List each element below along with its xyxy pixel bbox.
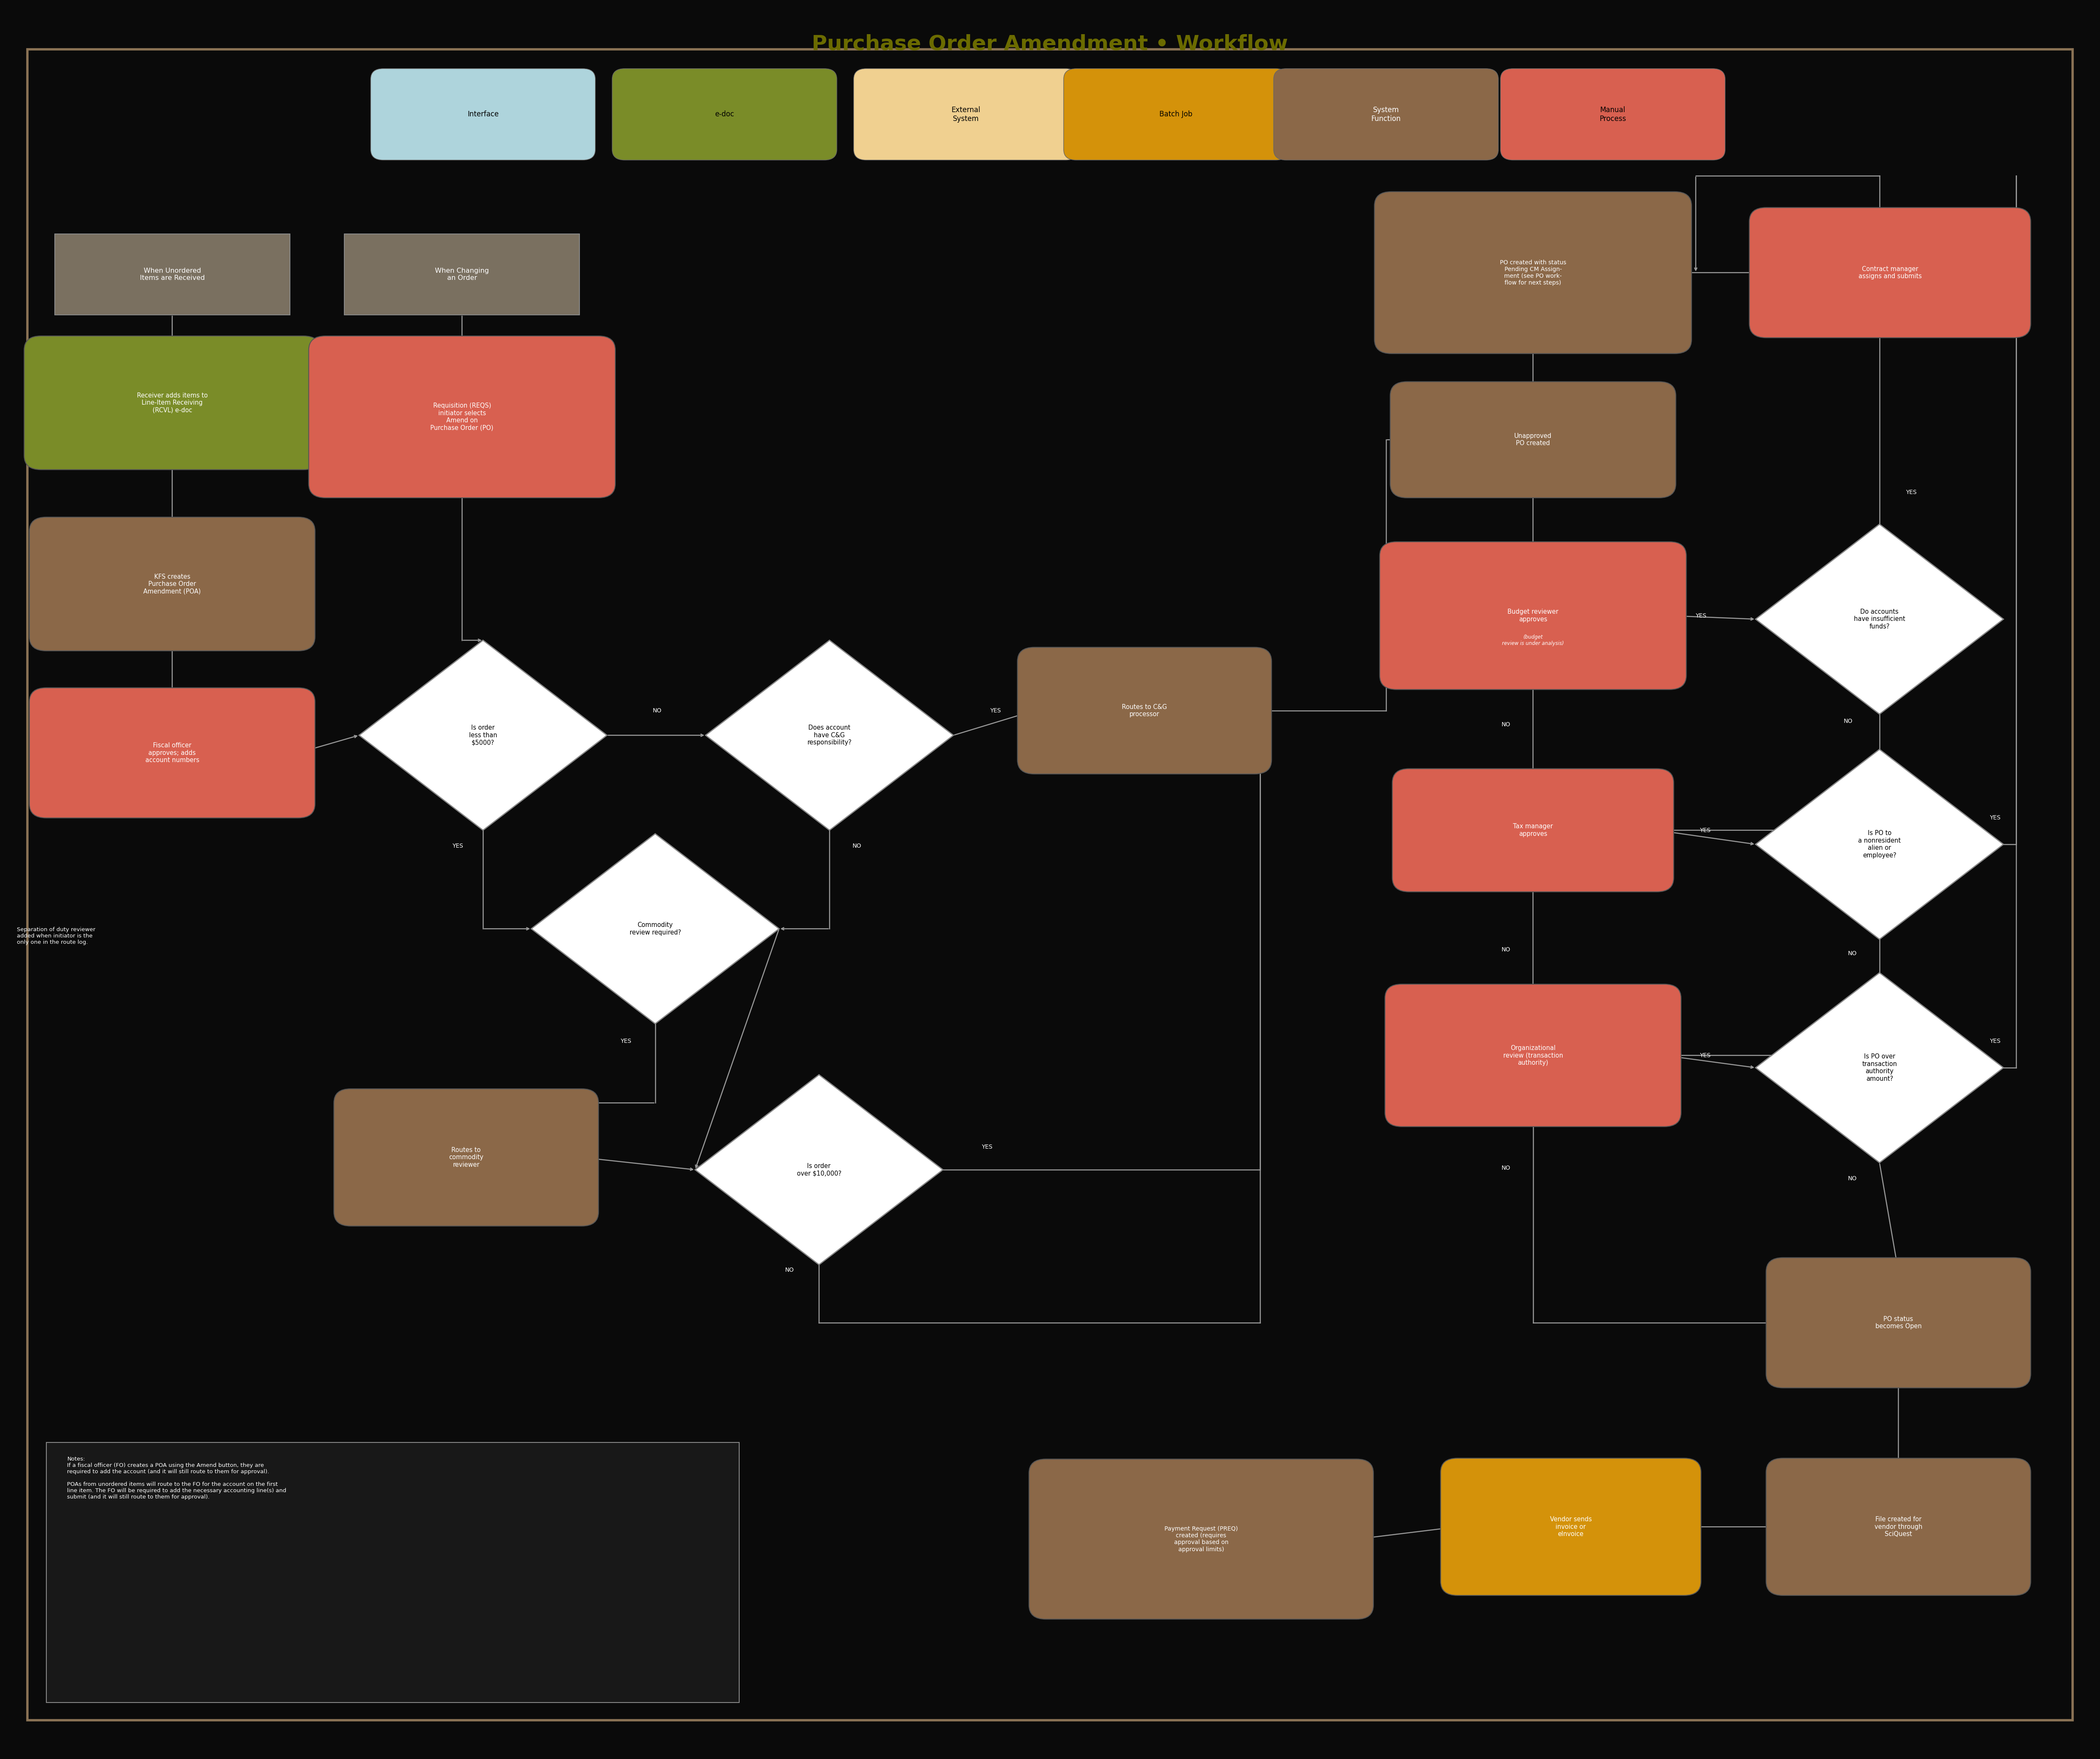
Text: YES: YES — [1905, 489, 1917, 496]
Text: PO created with status
Pending CM Assign-
ment (see PO work-
flow for next steps: PO created with status Pending CM Assign… — [1499, 259, 1567, 287]
Text: Tax manager
approves: Tax manager approves — [1512, 823, 1554, 837]
Text: NO: NO — [1848, 950, 1856, 957]
FancyBboxPatch shape — [1390, 382, 1676, 498]
FancyBboxPatch shape — [309, 336, 615, 498]
Text: NO: NO — [785, 1266, 794, 1274]
Text: Is order
less than
$5000?: Is order less than $5000? — [468, 725, 498, 746]
Text: Purchase Order Amendment • Workflow: Purchase Order Amendment • Workflow — [813, 33, 1287, 55]
Text: Requisition (REQS)
initiator selects
Amend on
Purchase Order (PO): Requisition (REQS) initiator selects Ame… — [430, 403, 493, 431]
FancyBboxPatch shape — [1380, 542, 1686, 690]
FancyBboxPatch shape — [1065, 69, 1289, 160]
Text: NO: NO — [1844, 718, 1852, 725]
Polygon shape — [695, 1075, 943, 1265]
FancyBboxPatch shape — [29, 688, 315, 818]
Text: Manual
Process: Manual Process — [1600, 106, 1625, 123]
Text: Organizational
review (transaction
authority): Organizational review (transaction autho… — [1504, 1045, 1562, 1066]
Text: Does account
have C&G
responsibility?: Does account have C&G responsibility? — [806, 725, 853, 746]
FancyBboxPatch shape — [1499, 69, 1726, 160]
Polygon shape — [531, 834, 779, 1024]
Text: YES: YES — [1699, 827, 1712, 834]
Text: YES: YES — [989, 707, 1002, 714]
Text: Interface: Interface — [468, 111, 498, 118]
Text: Routes to C&G
processor: Routes to C&G processor — [1121, 704, 1168, 718]
FancyBboxPatch shape — [334, 1089, 598, 1226]
FancyBboxPatch shape — [1029, 1460, 1373, 1618]
Text: Commodity
review required?: Commodity review required? — [630, 922, 680, 936]
Text: Notes:
If a fiscal officer (FO) creates a POA using the Amend button, they are
r: Notes: If a fiscal officer (FO) creates … — [67, 1456, 286, 1500]
Bar — [55, 234, 290, 315]
FancyBboxPatch shape — [853, 69, 1079, 160]
FancyBboxPatch shape — [1749, 208, 2031, 338]
Text: NO: NO — [853, 843, 861, 850]
Polygon shape — [1756, 524, 2003, 714]
Text: NO: NO — [1501, 721, 1510, 728]
Text: Separation of duty reviewer
added when initiator is the
only one in the route lo: Separation of duty reviewer added when i… — [17, 927, 94, 945]
FancyBboxPatch shape — [1441, 1458, 1701, 1595]
Polygon shape — [706, 640, 953, 830]
FancyBboxPatch shape — [1766, 1258, 2031, 1388]
Text: Unapproved
PO created: Unapproved PO created — [1514, 433, 1552, 447]
FancyBboxPatch shape — [1392, 769, 1674, 892]
Text: Batch Job: Batch Job — [1159, 111, 1193, 118]
Text: External
System: External System — [951, 106, 981, 123]
Text: NO: NO — [653, 707, 662, 714]
Text: YES: YES — [619, 1038, 632, 1045]
Text: Payment Request (PREQ)
created (requires
approval based on
approval limits): Payment Request (PREQ) created (requires… — [1166, 1525, 1237, 1553]
Bar — [46, 1442, 739, 1703]
FancyBboxPatch shape — [1273, 69, 1499, 160]
FancyBboxPatch shape — [29, 517, 315, 651]
Text: When Changing
an Order: When Changing an Order — [435, 267, 489, 281]
Text: Is PO over
transaction
authority
amount?: Is PO over transaction authority amount? — [1863, 1054, 1896, 1082]
FancyBboxPatch shape — [1373, 192, 1693, 354]
Text: NO: NO — [1501, 946, 1510, 953]
Text: NO: NO — [760, 920, 769, 927]
Text: Contract manager
assigns and submits: Contract manager assigns and submits — [1858, 266, 1921, 280]
Text: System
Function: System Function — [1371, 106, 1401, 123]
Text: YES: YES — [1989, 814, 2001, 821]
Text: Routes to
commodity
reviewer: Routes to commodity reviewer — [449, 1147, 483, 1168]
Polygon shape — [359, 640, 607, 830]
Bar — [344, 234, 580, 315]
Text: YES: YES — [1989, 1038, 2001, 1045]
Text: NO: NO — [1501, 1164, 1510, 1171]
FancyBboxPatch shape — [613, 69, 836, 160]
Text: File created for
vendor through
SciQuest: File created for vendor through SciQuest — [1875, 1516, 1922, 1537]
Text: NO: NO — [1848, 1175, 1856, 1182]
Text: Budget reviewer
approves: Budget reviewer approves — [1508, 609, 1558, 623]
FancyBboxPatch shape — [1766, 1458, 2031, 1595]
Text: Receiver adds items to
Line-Item Receiving
(RCVL) e-doc: Receiver adds items to Line-Item Receivi… — [136, 392, 208, 413]
Text: PO status
becomes Open: PO status becomes Open — [1875, 1316, 1922, 1330]
FancyBboxPatch shape — [25, 336, 321, 470]
Text: (budget
review is under analysis): (budget review is under analysis) — [1501, 635, 1564, 646]
Text: Vendor sends
invoice or
eInvoice: Vendor sends invoice or eInvoice — [1550, 1516, 1592, 1537]
Text: YES: YES — [1695, 612, 1707, 619]
Text: When Unordered
Items are Received: When Unordered Items are Received — [141, 267, 204, 281]
Text: YES: YES — [452, 843, 464, 850]
FancyBboxPatch shape — [1016, 647, 1273, 774]
Text: Fiscal officer
approves; adds
account numbers: Fiscal officer approves; adds account nu… — [145, 742, 200, 763]
Text: YES: YES — [1699, 1052, 1712, 1059]
Text: Is PO to
a nonresident
alien or
employee?: Is PO to a nonresident alien or employee… — [1858, 830, 1900, 858]
Text: KFS creates
Purchase Order
Amendment (POA): KFS creates Purchase Order Amendment (PO… — [143, 573, 202, 595]
Text: YES: YES — [981, 1143, 993, 1150]
Text: e-doc: e-doc — [714, 111, 735, 118]
FancyBboxPatch shape — [1386, 985, 1680, 1128]
Polygon shape — [1756, 749, 2003, 939]
Polygon shape — [1756, 973, 2003, 1163]
FancyBboxPatch shape — [370, 69, 596, 160]
Text: Is order
over $10,000?: Is order over $10,000? — [796, 1163, 842, 1177]
Text: Do accounts
have insufficient
funds?: Do accounts have insufficient funds? — [1854, 609, 1905, 630]
